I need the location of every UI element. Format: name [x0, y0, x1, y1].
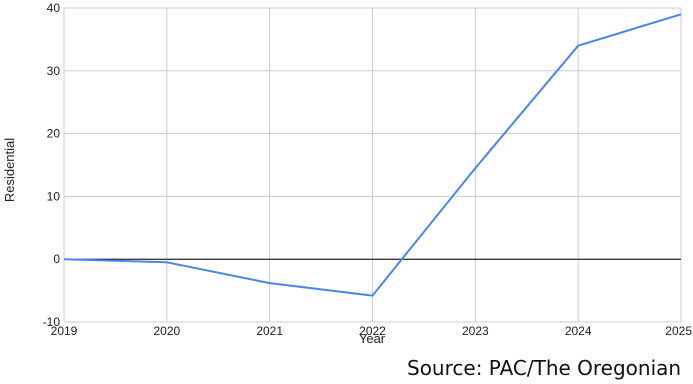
y-axis-title: Residential [2, 138, 17, 202]
x-axis-title: Year [359, 331, 386, 346]
x-tick-label: 2019 [51, 324, 78, 338]
y-tick-label: 40 [47, 1, 61, 15]
x-tick-label: 2023 [462, 324, 489, 338]
source-note: Source: PAC/The Oregonian [407, 356, 682, 380]
y-tick-label: 0 [53, 252, 60, 266]
series-line-0 [63, 13, 682, 297]
x-tick-label: 2022 [359, 324, 386, 338]
x-tick-label: 2021 [256, 324, 283, 338]
y-axis-ticks: -10 0 10 20 30 40 [43, 1, 61, 329]
x-axis-ticks: 2019 2020 2021 2022 2023 2024 2025 [51, 324, 693, 338]
x-tick-label: 2025 [665, 324, 692, 338]
x-tick-label: 2024 [565, 324, 592, 338]
y-tick-label: 30 [47, 64, 61, 78]
y-tick-label: 10 [47, 189, 61, 203]
series-group [63, 13, 682, 297]
x-tick-label: 2020 [153, 324, 180, 338]
y-tick-label: -10 [43, 315, 61, 329]
y-tick-label: 20 [47, 127, 61, 141]
grid-lines [63, 7, 682, 323]
